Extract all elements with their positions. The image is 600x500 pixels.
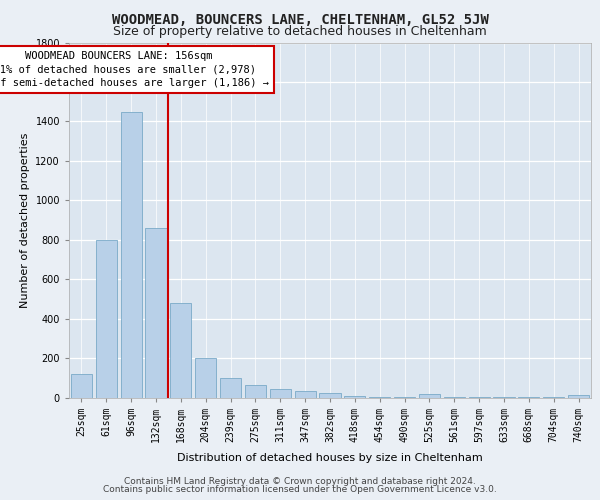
Text: Contains public sector information licensed under the Open Government Licence v3: Contains public sector information licen… [103, 485, 497, 494]
Bar [518, 397, 539, 398]
Bar [195, 358, 216, 398]
Bar [270, 388, 291, 398]
Bar [394, 396, 415, 398]
Bar [121, 112, 142, 398]
Bar [419, 394, 440, 398]
Bar [444, 396, 465, 398]
Text: Size of property relative to detached houses in Cheltenham: Size of property relative to detached ho… [113, 25, 487, 38]
Bar [543, 397, 564, 398]
Bar [319, 392, 341, 398]
Bar [145, 228, 167, 398]
Text: WOODMEAD BOUNCERS LANE: 156sqm
← 71% of detached houses are smaller (2,978)
28% : WOODMEAD BOUNCERS LANE: 156sqm ← 71% of … [0, 52, 269, 88]
Text: Contains HM Land Registry data © Crown copyright and database right 2024.: Contains HM Land Registry data © Crown c… [124, 477, 476, 486]
Bar [568, 394, 589, 398]
Bar [369, 396, 390, 398]
Bar [295, 390, 316, 398]
Bar [245, 384, 266, 398]
X-axis label: Distribution of detached houses by size in Cheltenham: Distribution of detached houses by size … [177, 453, 483, 463]
Bar [96, 240, 117, 398]
Bar [344, 396, 365, 398]
Bar [71, 374, 92, 398]
Text: WOODMEAD, BOUNCERS LANE, CHELTENHAM, GL52 5JW: WOODMEAD, BOUNCERS LANE, CHELTENHAM, GL5… [112, 12, 488, 26]
Bar [170, 303, 191, 398]
Y-axis label: Number of detached properties: Number of detached properties [20, 132, 30, 308]
Bar [220, 378, 241, 398]
Bar [493, 397, 515, 398]
Bar [469, 397, 490, 398]
